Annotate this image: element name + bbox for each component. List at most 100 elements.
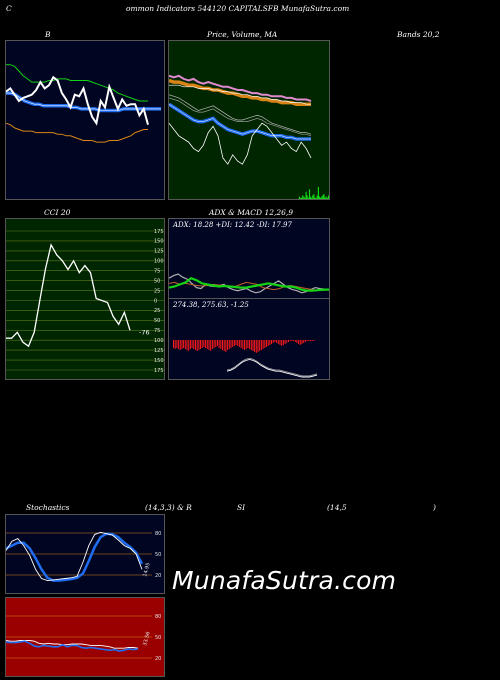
macd-histogram-bar	[296, 340, 298, 343]
macd-histogram-bar	[289, 340, 291, 341]
stoch-tick-label: 80	[155, 531, 161, 537]
macd-histogram-bar	[279, 340, 281, 345]
macd-histogram-bar	[271, 340, 272, 344]
rsi-tick-label: 20	[155, 656, 161, 662]
macd-histogram-bar	[288, 340, 289, 342]
cci-tick-label: 75	[154, 328, 160, 334]
volume-bar	[317, 187, 319, 199]
macd-histogram-bar	[200, 340, 201, 349]
macd-histogram-bar	[276, 340, 278, 343]
macd-histogram-bar	[176, 340, 178, 348]
cci-panel: 175 150 125 100 75 50 25 0 25 50 75 100 125 150 175 -76	[5, 218, 165, 380]
rsi-params: (14,5	[327, 503, 347, 512]
macd-histogram-bar	[269, 340, 271, 345]
macd-histogram-bar	[225, 340, 227, 352]
macd-histogram-bar	[235, 340, 237, 345]
macd-histogram-bar	[186, 340, 188, 350]
cci-tick-label: 125	[154, 348, 164, 354]
macd-histogram-bar	[213, 340, 215, 348]
price-line	[169, 122, 312, 165]
macd-histogram-bar	[309, 340, 311, 341]
adx-panel: ADX: 18.28 +DI: 12.42 -DI: 17.97	[168, 218, 330, 300]
macd-histogram-bar	[223, 340, 225, 351]
cci-tick-label: 150	[154, 239, 164, 245]
macd-histogram-bar	[266, 340, 267, 347]
macd-histogram-bar	[233, 340, 235, 346]
rsi-signal-line	[6, 640, 139, 649]
cci-last-label: -76	[139, 328, 150, 336]
cci-tick-label: 50	[154, 318, 160, 324]
bollinger-panel	[5, 40, 165, 200]
volume-bar	[320, 197, 322, 199]
rsi-panel: 80 50 20 33.56	[5, 597, 165, 677]
macd-histogram-bar	[210, 340, 212, 351]
ma-blue-core	[169, 103, 311, 140]
macd-histogram-bar	[254, 340, 256, 352]
macd-histogram-bar	[184, 340, 186, 349]
adx-title: ADX & MACD 12,26,9	[209, 208, 294, 217]
stoch-title: Stochastics	[26, 503, 70, 512]
bollinger-price-line	[6, 75, 149, 126]
macd-histogram-bar	[250, 340, 252, 350]
macd-histogram-bar	[301, 340, 303, 344]
cci-chart: 175 150 125 100 75 50 25 0 25 50 75 100 125 150 175 -76	[6, 229, 164, 374]
volume-bar	[302, 195, 304, 199]
macd-histogram-bar	[311, 340, 313, 341]
cci-tick-label: 125	[154, 249, 164, 255]
stoch-last-label: 14.95	[142, 562, 152, 577]
macd-histogram-bar	[242, 340, 244, 349]
macd-histogram-bar	[208, 340, 210, 350]
macd-histogram-bar	[220, 340, 222, 349]
macd-histogram-bar	[173, 340, 174, 348]
macd-histogram-bar	[183, 340, 185, 348]
bollinger-lower-line	[6, 122, 148, 143]
volume-bar	[305, 191, 307, 199]
cci-tick-label: 100	[154, 338, 164, 344]
cci-tick-label: 0	[154, 298, 157, 304]
stoch-d-line	[6, 532, 144, 582]
macd-histogram-bar	[211, 340, 213, 349]
minus-di-line	[169, 281, 329, 291]
bollinger-chart	[6, 64, 161, 143]
volume-bar	[303, 196, 305, 199]
cci-tick-label: 25	[154, 288, 160, 294]
ma-orange-line	[169, 78, 311, 106]
macd-chart	[173, 340, 318, 378]
macd-histogram-bar	[264, 340, 266, 348]
macd-panel: 274.38, 275.63, -1.25	[168, 298, 330, 380]
macd-histogram-bar	[206, 340, 208, 349]
macd-histogram-bar	[282, 340, 284, 345]
volume-bar	[304, 197, 306, 199]
ma-white-line	[169, 84, 311, 105]
adx-line	[169, 273, 329, 294]
price-title: Price, Volume, MA	[207, 30, 278, 39]
macd-histogram-bar	[218, 340, 220, 348]
macd-histogram-bar	[240, 340, 242, 348]
macd-histogram-bar	[198, 340, 200, 350]
bollinger-middle-core	[6, 92, 161, 111]
macd-line	[226, 359, 318, 378]
stoch-k-line	[6, 531, 143, 582]
volume-bar	[316, 195, 318, 199]
ma-grey-line-2	[169, 97, 312, 137]
ma-grey-line-1	[169, 94, 312, 135]
macd-histogram-bar	[189, 340, 191, 349]
macd-histogram-bar	[313, 340, 315, 341]
macd-histogram-bar	[277, 340, 279, 344]
macd-histogram-bar	[308, 340, 310, 341]
macd-histogram-bar	[299, 340, 301, 345]
volume-bar	[318, 196, 321, 199]
macd-histogram-bar	[272, 340, 274, 343]
watermark: MunafaSutra.com	[172, 566, 397, 595]
stoch-params: (14,3,3) & R	[145, 503, 192, 512]
macd-histogram-bar	[196, 340, 198, 351]
volume-bar	[323, 194, 325, 199]
macd-histogram-bar	[178, 340, 180, 349]
macd-histogram-bar	[174, 340, 176, 349]
rsi-title: SI	[237, 503, 246, 512]
volume-bar	[299, 197, 302, 199]
volume-bar	[314, 197, 316, 199]
volume-bar	[306, 195, 308, 199]
stoch-panel: 80 50 20 14.95	[5, 514, 165, 594]
